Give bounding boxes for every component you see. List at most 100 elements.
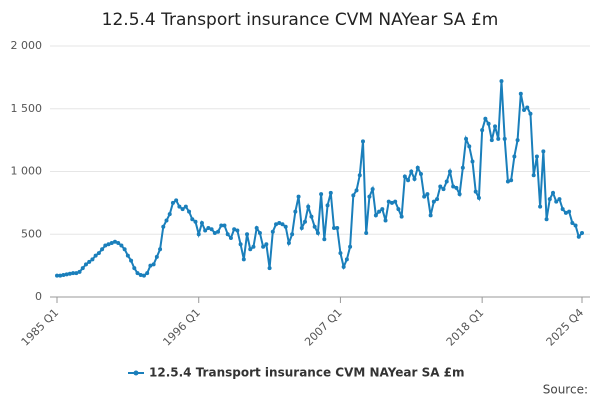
point: [83, 262, 88, 267]
point: [190, 217, 195, 222]
point: [551, 190, 556, 195]
point: [486, 121, 491, 126]
point: [315, 230, 320, 235]
point: [380, 207, 385, 212]
point: [547, 197, 552, 202]
point: [451, 184, 456, 189]
point: [525, 105, 530, 110]
point: [299, 225, 304, 230]
point: [567, 209, 572, 214]
point: [322, 237, 327, 242]
point: [158, 247, 163, 252]
point: [402, 174, 407, 179]
point: [328, 190, 333, 195]
point: [467, 144, 472, 149]
point: [61, 273, 66, 278]
point: [396, 207, 401, 212]
point: [431, 199, 436, 204]
point: [570, 220, 575, 225]
point: [367, 194, 372, 199]
point: [563, 210, 568, 215]
point: [151, 262, 156, 267]
point: [93, 253, 98, 258]
point: [103, 243, 108, 248]
point: [58, 273, 63, 278]
point: [534, 154, 539, 159]
point: [319, 192, 324, 197]
point: [357, 173, 362, 178]
point: [338, 251, 343, 256]
point: [71, 271, 76, 276]
point: [283, 224, 288, 229]
point: [261, 244, 266, 249]
point: [512, 154, 517, 159]
point: [109, 241, 114, 246]
point: [154, 254, 159, 259]
point: [241, 257, 246, 262]
point: [277, 220, 282, 225]
point: [174, 198, 179, 203]
point: [116, 241, 121, 246]
point: [145, 271, 150, 276]
point: [557, 197, 562, 202]
point: [129, 258, 134, 263]
point: [386, 199, 391, 204]
point: [187, 209, 192, 214]
point: [238, 242, 243, 247]
point: [164, 218, 169, 223]
point: [209, 227, 214, 232]
point: [270, 229, 275, 234]
point: [412, 177, 417, 182]
point: [351, 193, 356, 198]
point: [228, 236, 233, 241]
point: [177, 204, 182, 209]
point: [203, 228, 208, 233]
point: [438, 184, 443, 189]
point: [90, 257, 95, 262]
point: [383, 218, 388, 223]
point: [216, 229, 221, 234]
point: [435, 197, 440, 202]
point: [280, 222, 285, 227]
point: [212, 230, 217, 235]
point: [483, 116, 488, 121]
point: [225, 232, 230, 237]
point: [235, 228, 240, 233]
point: [422, 194, 427, 199]
point: [206, 225, 211, 230]
point: [460, 165, 465, 170]
point: [454, 185, 459, 190]
point: [219, 223, 224, 228]
point: [267, 266, 272, 271]
point: [122, 247, 127, 252]
point: [196, 232, 201, 237]
point: [148, 263, 153, 268]
point: [441, 187, 446, 192]
point: [389, 200, 394, 205]
point: [493, 124, 498, 129]
point: [348, 244, 353, 249]
point: [274, 222, 279, 227]
point: [499, 79, 504, 84]
point: [254, 225, 259, 230]
point: [344, 257, 349, 262]
point: [373, 213, 378, 218]
point: [74, 271, 79, 276]
point: [251, 244, 256, 249]
y-tick-label: 0: [35, 290, 42, 303]
point: [377, 209, 382, 214]
point: [364, 230, 369, 235]
point: [370, 187, 375, 192]
point: [360, 139, 365, 144]
point: [470, 159, 475, 164]
point: [418, 172, 423, 177]
point: [312, 224, 317, 229]
point: [248, 247, 253, 252]
point: [96, 251, 101, 256]
point: [576, 234, 581, 239]
point: [106, 242, 111, 247]
point: [325, 203, 330, 208]
point: [199, 220, 204, 225]
point: [180, 207, 185, 212]
